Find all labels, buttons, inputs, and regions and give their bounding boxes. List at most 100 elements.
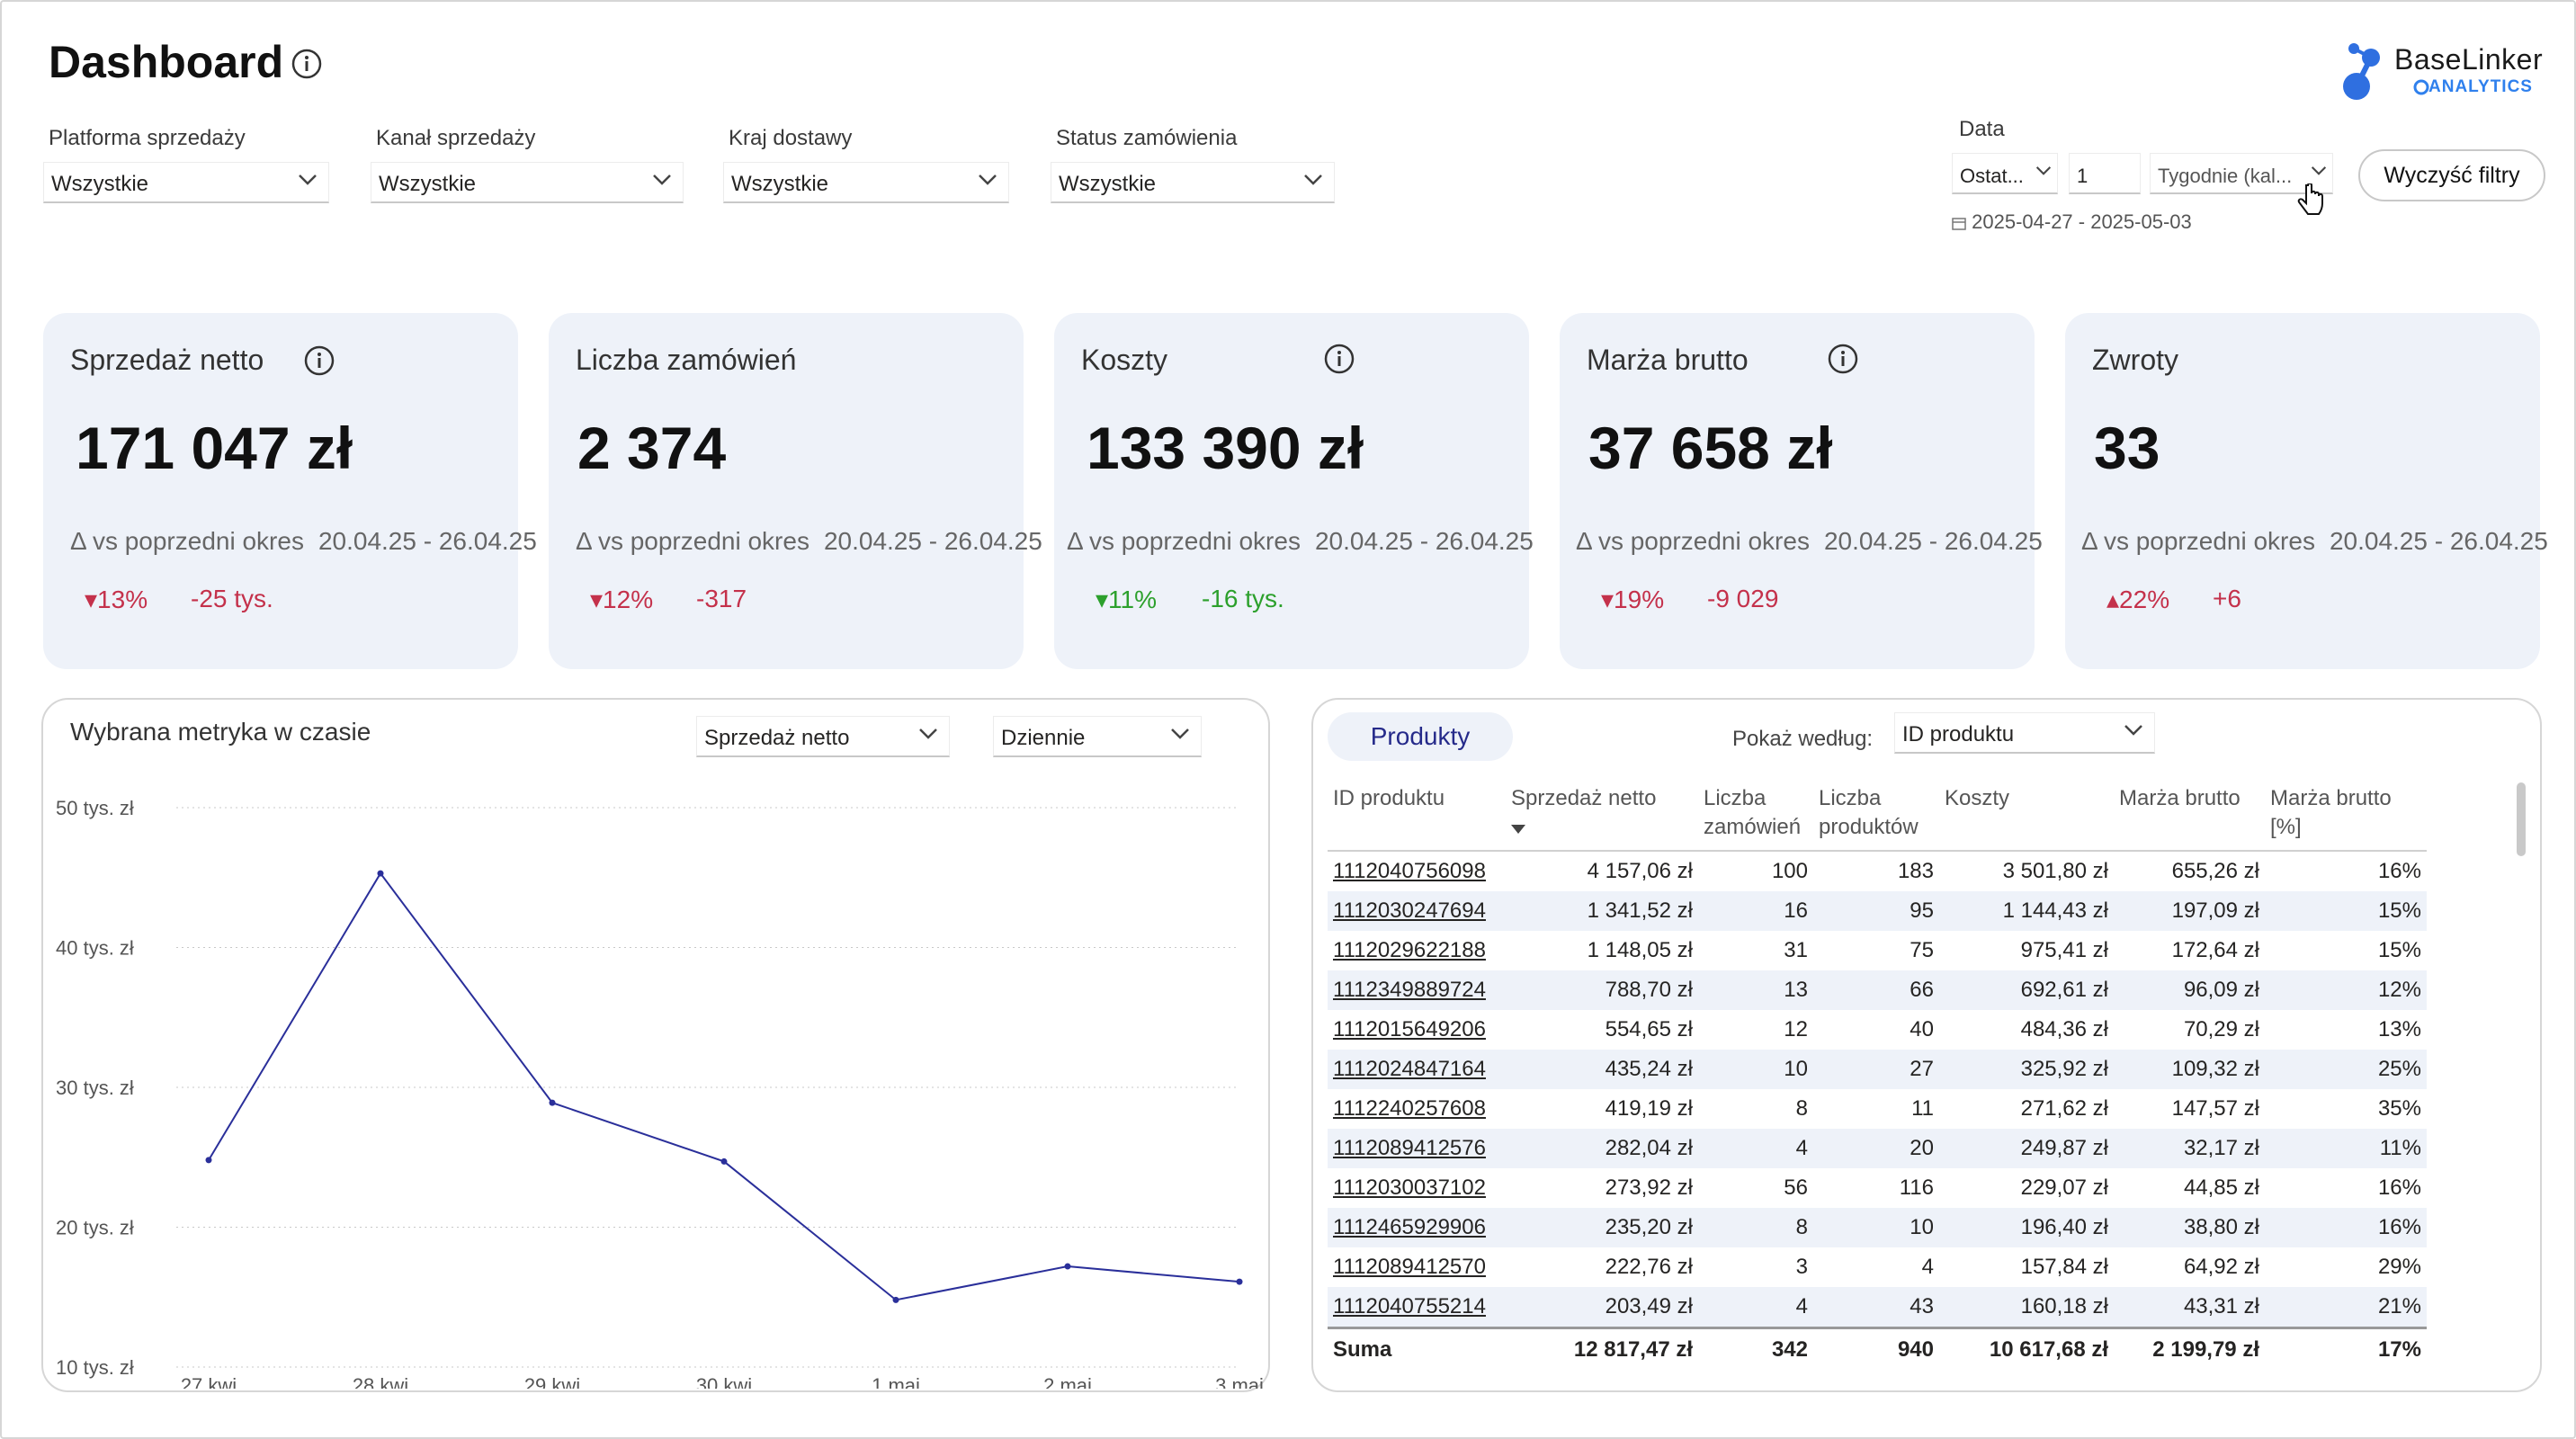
product-id-link[interactable]: 1112030247694 bbox=[1328, 891, 1506, 931]
table-row[interactable]: 1112040755214 203,49 zł 4 43 160,18 zł 43,31 … bbox=[1328, 1287, 2427, 1328]
product-id-link[interactable]: 1112040756098 bbox=[1333, 859, 1486, 883]
table-cell: 235,20 zł bbox=[1506, 1208, 1698, 1247]
column-header[interactable]: Liczba zamówień bbox=[1698, 781, 1813, 852]
line-chart: 10 tys. zł 20 tys. zł 30 tys. zł 40 tys. zł… bbox=[56, 797, 1264, 1389]
kpi-title: Marża brutto bbox=[1587, 344, 1749, 376]
table-cell: 16 bbox=[1698, 891, 1813, 931]
table-cell: 38,80 zł bbox=[2114, 1208, 2265, 1247]
product-id-link[interactable]: 1112024847164 bbox=[1328, 1050, 1506, 1089]
chart-grid bbox=[176, 807, 1239, 1368]
column-header-label: Marża brutto bbox=[2119, 786, 2241, 810]
kpi-percent-change: ▾12% bbox=[590, 585, 654, 613]
products-table-panel: Produkty Pokaż według: ID produktu ID pr… bbox=[1311, 698, 2542, 1392]
x-tick-label: 28 kwi bbox=[353, 1374, 408, 1389]
column-header[interactable]: Koszty bbox=[1939, 781, 2114, 852]
table-cell: 4 157,06 zł bbox=[1587, 859, 1693, 883]
table-row[interactable]: 1112015649206 554,65 zł 12 40 484,36 zł 70,29… bbox=[1328, 1010, 2427, 1050]
data-point[interactable] bbox=[1064, 1263, 1071, 1270]
table-cell: 27 bbox=[1813, 1050, 1939, 1089]
table-row[interactable]: 1112030037102 273,92 zł 56 116 229,07 zł 44,8… bbox=[1328, 1168, 2427, 1208]
country-select[interactable]: Wszystkie bbox=[723, 162, 1009, 203]
date-count-input[interactable]: 1 bbox=[2069, 153, 2141, 194]
show-by-select[interactable]: ID produktu bbox=[1894, 712, 2155, 754]
total-cell: 10 617,68 zł bbox=[1939, 1327, 2114, 1372]
channel-select-value: Wszystkie bbox=[379, 172, 476, 196]
table-cell: 40 bbox=[1910, 1017, 1934, 1041]
info-icon[interactable] bbox=[1828, 344, 1858, 374]
info-icon[interactable] bbox=[1324, 344, 1355, 374]
kpi-value: 37 658 zł bbox=[1588, 415, 1833, 481]
table-cell: 249,87 zł bbox=[1939, 1129, 2114, 1168]
tab-products[interactable]: Produkty bbox=[1328, 712, 1513, 761]
info-icon[interactable] bbox=[304, 345, 335, 376]
kpi-value: 133 390 zł bbox=[1087, 415, 1364, 481]
date-unit-select[interactable]: Tygodnie (kal... bbox=[2150, 153, 2333, 194]
product-id-link[interactable]: 1112240257608 bbox=[1333, 1096, 1486, 1121]
column-header[interactable]: Marża brutto [%] bbox=[2265, 781, 2427, 852]
product-id-link[interactable]: 1112465929906 bbox=[1328, 1208, 1506, 1247]
data-point[interactable] bbox=[377, 870, 384, 877]
table-scrollbar[interactable] bbox=[2517, 782, 2526, 856]
data-point[interactable] bbox=[720, 1157, 728, 1165]
table-cell: 229,07 zł bbox=[2020, 1175, 2108, 1200]
table-cell: 56 bbox=[1784, 1175, 1808, 1200]
data-point[interactable] bbox=[549, 1099, 556, 1106]
column-header[interactable]: Marża brutto bbox=[2114, 781, 2265, 852]
product-id-link[interactable]: 1112349889724 bbox=[1328, 970, 1506, 1010]
chevron-down-icon bbox=[1304, 174, 1322, 185]
table-row[interactable]: 1112349889724 788,70 zł 13 66 692,61 zł 96,09… bbox=[1328, 970, 2427, 1010]
column-header[interactable]: Liczba produktów bbox=[1813, 781, 1939, 852]
table-cell: 484,36 zł bbox=[2020, 1017, 2108, 1041]
data-point[interactable] bbox=[205, 1157, 212, 1164]
table-cell: 43 bbox=[1813, 1287, 1939, 1328]
table-row[interactable]: 1112465929906 235,20 zł 8 10 196,40 zł 38,80 … bbox=[1328, 1208, 2427, 1247]
data-point[interactable] bbox=[892, 1296, 899, 1303]
table-row[interactable]: 1112089412570 222,76 zł 3 4 157,84 zł 64,92 z… bbox=[1328, 1247, 2427, 1287]
status-select-value: Wszystkie bbox=[1059, 172, 1156, 196]
product-id-link[interactable]: 1112030037102 bbox=[1333, 1175, 1486, 1200]
table-cell: 8 bbox=[1698, 1208, 1813, 1247]
date-count-value: 1 bbox=[2077, 165, 2089, 187]
table-cell: 692,61 zł bbox=[1939, 970, 2114, 1010]
table-row[interactable]: 1112030247694 1 341,52 zł 16 95 1 144,43 zł 1… bbox=[1328, 891, 2427, 931]
chevron-down-icon bbox=[1171, 728, 1189, 739]
table-cell: 3 bbox=[1795, 1255, 1808, 1279]
products-table: ID produktu Sprzedaż netto Liczba zamówi… bbox=[1328, 781, 2427, 1372]
kpi-title: Zwroty bbox=[2092, 344, 2178, 376]
table-cell: 109,32 zł bbox=[2114, 1050, 2265, 1089]
column-header[interactable]: Sprzedaż netto bbox=[1506, 781, 1698, 852]
channel-select[interactable]: Wszystkie bbox=[371, 162, 684, 203]
x-tick-label: 29 kwi bbox=[524, 1374, 580, 1389]
table-cell: 44,85 zł bbox=[2183, 1175, 2259, 1200]
table-cell: 1 341,52 zł bbox=[1506, 891, 1698, 931]
sort-descending-icon bbox=[1511, 825, 1525, 834]
product-id-link[interactable]: 1112089412576 bbox=[1328, 1129, 1506, 1168]
column-header[interactable]: ID produktu bbox=[1328, 781, 1506, 852]
platform-select[interactable]: Wszystkie bbox=[43, 162, 329, 203]
table-row[interactable]: 1112040756098 4 157,06 zł 100 183 3 501,80 z… bbox=[1328, 851, 2427, 891]
info-icon[interactable] bbox=[291, 49, 322, 79]
table-row[interactable]: 1112029622188 1 148,05 zł 31 75 975,41 zł 172… bbox=[1328, 931, 2427, 970]
data-point[interactable] bbox=[1236, 1278, 1243, 1285]
table-row[interactable]: 1112240257608 419,19 zł 8 11 271,62 zł 147,57… bbox=[1328, 1089, 2427, 1129]
table-cell: 70,29 zł bbox=[2183, 1017, 2259, 1041]
granularity-select[interactable]: Dziennie bbox=[993, 716, 1202, 757]
product-id-link[interactable]: 1112040755214 bbox=[1328, 1287, 1506, 1328]
date-mode-select[interactable]: Ostat... bbox=[1952, 153, 2058, 194]
table-cell: 183 bbox=[1897, 859, 1934, 883]
chevron-down-icon bbox=[919, 728, 937, 739]
table-cell: 4 bbox=[1921, 1255, 1934, 1279]
kpi-percent-change: ▾13% bbox=[85, 585, 148, 613]
metric-select[interactable]: Sprzedaż netto bbox=[696, 716, 950, 757]
table-row[interactable]: 1112024847164 435,24 zł 10 27 325,92 zł 109,3… bbox=[1328, 1050, 2427, 1089]
product-id-link[interactable]: 1112089412570 bbox=[1333, 1255, 1486, 1279]
table-row[interactable]: 1112089412576 282,04 zł 4 20 249,87 zł 32,17 … bbox=[1328, 1129, 2427, 1168]
kpi-comparison: Δ vs poprzedni okres 20.04.25 - 26.04.25 bbox=[576, 527, 1042, 556]
status-select[interactable]: Wszystkie bbox=[1051, 162, 1335, 203]
filter-label-channel: Kanał sprzedaży bbox=[376, 126, 536, 150]
table-cell: 282,04 zł bbox=[1506, 1129, 1698, 1168]
clear-filters-button[interactable]: Wyczyść filtry bbox=[2358, 149, 2545, 201]
product-id-link[interactable]: 1112029622188 bbox=[1333, 938, 1486, 962]
product-id-link[interactable]: 1112015649206 bbox=[1333, 1017, 1486, 1041]
table-cell: 1 148,05 zł bbox=[1587, 938, 1693, 962]
